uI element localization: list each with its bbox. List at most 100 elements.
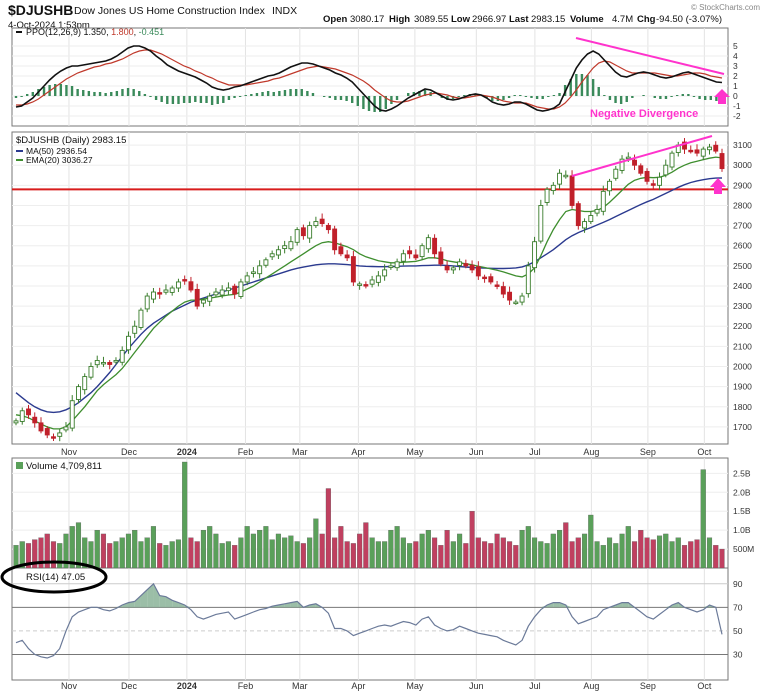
price-candle-body <box>707 146 712 151</box>
ppo-pink-arrow <box>714 89 730 104</box>
volume-bar <box>338 526 344 569</box>
ppo-line <box>15 45 723 112</box>
price-candle-body <box>357 283 363 286</box>
price-candle-body <box>669 152 675 168</box>
price-candle-body <box>644 170 650 182</box>
price-candle-body <box>144 295 150 310</box>
price-candle-body <box>457 261 463 266</box>
rsi-line <box>15 582 723 659</box>
rsi-overbought-fill <box>165 596 173 608</box>
price-candle-body <box>151 291 156 300</box>
x-axis-ticks: Nov Nov Dec Dec 2024 2024 Feb Feb Mar Mar Apr Apr Ma… <box>61 447 712 691</box>
volume-bar <box>513 545 519 569</box>
price-candle-body <box>332 228 338 251</box>
price-y-tick: 2000 <box>733 362 752 372</box>
price-candle-body <box>107 362 113 365</box>
volume-y-tick: 1.0B <box>733 525 751 535</box>
volume-bar <box>575 537 581 569</box>
volume-bar <box>275 533 281 569</box>
volume-bar <box>82 537 88 569</box>
price-candle-body <box>588 215 594 223</box>
volume-y-tick: 1.5B <box>733 506 751 516</box>
volume-bar <box>169 541 175 569</box>
volume-bar <box>382 541 388 569</box>
volume-bar <box>532 537 538 569</box>
volume-bar <box>369 537 375 569</box>
volume-bar <box>669 541 675 569</box>
ppo-legend: PPO(12,26,9) 1.350, 1.800, -0.451 <box>16 27 164 37</box>
watermark: © StockCharts.com <box>691 3 760 12</box>
price-candle-body <box>44 428 50 436</box>
price-candle-body <box>507 291 513 301</box>
volume-y-tick: 2.0B <box>733 487 751 497</box>
volume-bar <box>507 541 513 569</box>
volume-bar <box>413 541 419 569</box>
chart-date: 4-Oct-2024 1:53pm <box>8 20 90 31</box>
rsi-overbought-fill <box>153 583 160 608</box>
price-pink-arrow <box>710 178 726 194</box>
price-candle-body <box>126 335 131 351</box>
price-candle-body <box>419 245 425 258</box>
x-tick-label: Oct <box>697 447 712 457</box>
x-tick-label: Oct <box>697 681 712 691</box>
volume-bar <box>619 533 625 569</box>
volume-bar <box>656 535 663 569</box>
volume-bar <box>538 541 544 569</box>
volume-bar <box>88 541 94 569</box>
rsi-highlight-circle <box>0 560 108 594</box>
x-tick-label: Feb <box>238 681 254 691</box>
volume-bar <box>325 488 331 569</box>
volume-bar <box>32 539 38 569</box>
price-candle-body <box>632 159 637 166</box>
volume-bar <box>675 537 681 569</box>
volume-bar <box>500 537 506 569</box>
volume-bar <box>700 469 706 569</box>
rsi-plot <box>15 582 723 659</box>
volume-bar <box>375 541 381 569</box>
last-value: 2983.15 <box>531 14 565 25</box>
volume-bar <box>594 541 600 569</box>
volume-bar <box>207 526 213 569</box>
volume-bar <box>357 533 363 569</box>
x-tick-label: Aug <box>583 681 599 691</box>
price-y-tick: 2800 <box>733 200 752 210</box>
volume-bar <box>257 529 263 569</box>
volume-bar <box>519 529 525 569</box>
price-candle-body <box>157 292 163 295</box>
ppo-legend-text: PPO(12,26,9) 1.350, 1.800, -0.451 <box>26 27 164 37</box>
price-y-tick: 3000 <box>733 160 752 170</box>
volume-bar <box>107 543 113 569</box>
open-label: Open <box>323 14 347 25</box>
price-candle-body <box>713 144 719 152</box>
x-tick-label: Jul <box>529 681 541 691</box>
volume-bar <box>644 537 650 569</box>
ppo-y-tick: -2 <box>733 111 741 121</box>
volume-bar <box>44 533 50 569</box>
price-panel <box>11 131 729 445</box>
volume-bar <box>132 529 138 569</box>
price-y-tick: 3100 <box>733 140 752 150</box>
x-tick-label: Feb <box>238 447 254 457</box>
ema20-legend: EMA(20) 3036.27 <box>26 155 93 165</box>
volume-bar <box>188 537 194 569</box>
price-candle-body <box>550 184 556 192</box>
volume-bar <box>569 541 575 569</box>
ppo-y-tick: 4 <box>733 51 738 61</box>
volume-bar <box>638 529 644 569</box>
price-candle-body <box>32 416 38 424</box>
rsi-overbought-fill <box>553 602 560 608</box>
volume-bar <box>307 537 313 569</box>
price-candle-body <box>688 149 694 153</box>
price-candle-body <box>619 158 625 171</box>
volume-bar <box>57 543 63 569</box>
volume-bar <box>150 526 157 569</box>
ppo-y-tick: 0 <box>733 91 738 101</box>
volume-bar <box>350 543 356 569</box>
price-candle-body <box>400 253 406 262</box>
volume-value: 4.7M <box>612 14 633 25</box>
price-candle-body <box>375 275 381 283</box>
price-candle-body <box>319 218 325 225</box>
volume-bar <box>119 537 125 569</box>
low-value: 2966.97 <box>472 14 506 25</box>
exchange-label: INDX <box>272 5 297 17</box>
